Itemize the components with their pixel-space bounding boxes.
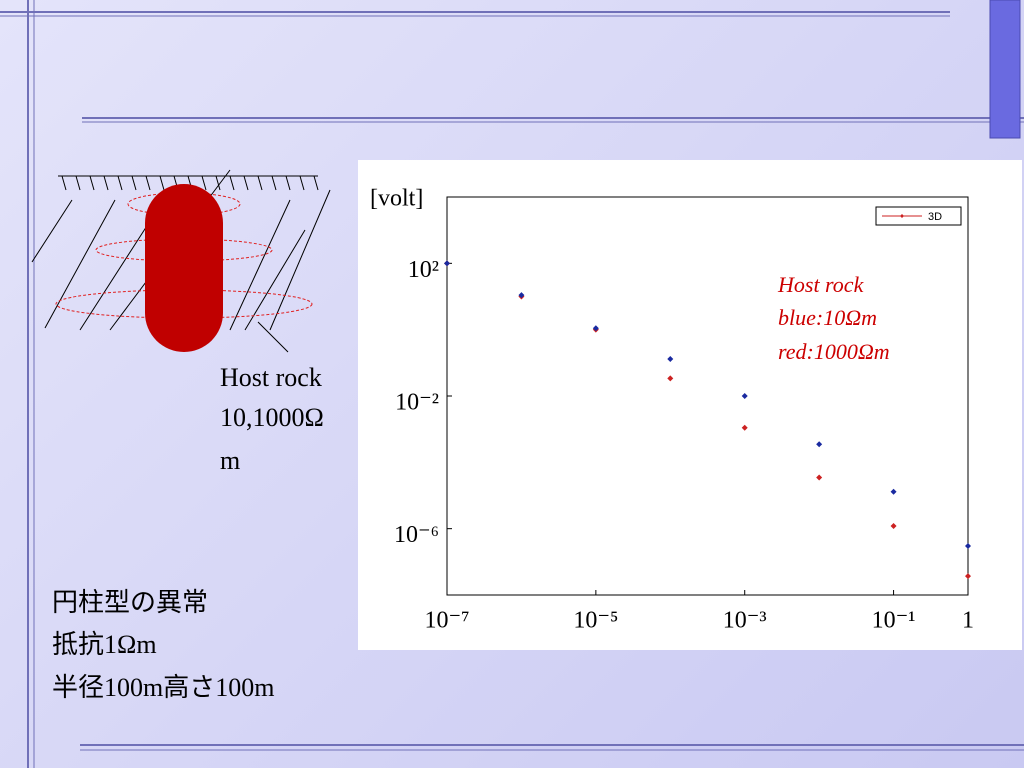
y-tick-label: 10⁻⁶	[394, 522, 439, 548]
point	[667, 375, 674, 382]
note-line: Host rock	[220, 363, 322, 392]
point	[890, 488, 897, 495]
annotation: red:1000Ωm	[778, 339, 890, 364]
point	[965, 573, 971, 580]
chart-background	[358, 160, 1022, 650]
caption-line: 半径100m高さ100m	[52, 673, 274, 702]
point	[741, 424, 748, 431]
x-tick-label: 1	[962, 608, 974, 634]
point	[890, 523, 897, 530]
x-tick-label: 10⁻⁵	[573, 608, 618, 634]
note-line: m	[220, 446, 240, 475]
caption-line: 抵抗1Ωm	[52, 630, 157, 659]
y-tick-label: 10⁻²	[395, 390, 439, 416]
cylinder-diagram	[31, 169, 331, 353]
y-axis-label: [volt]	[370, 186, 423, 212]
point	[816, 441, 823, 448]
point	[965, 543, 971, 550]
y-tick-label: 10²	[408, 257, 439, 283]
x-tick-label: 10⁻³	[723, 608, 767, 634]
caption-line: 円柱型の異常	[52, 588, 208, 617]
point	[518, 292, 525, 299]
x-tick-label: 10⁻⁷	[424, 608, 469, 634]
annotation: Host rock	[777, 272, 865, 297]
legend-swatch	[900, 214, 904, 218]
note-line: 10,1000Ω	[220, 403, 324, 432]
point	[444, 260, 450, 267]
point	[816, 474, 823, 481]
point	[741, 393, 748, 399]
annotation: blue:10Ωm	[778, 305, 877, 330]
x-tick-label: 10⁻¹	[872, 608, 916, 634]
point	[667, 356, 674, 363]
point	[592, 325, 599, 332]
legend-label: 3D	[928, 211, 942, 223]
